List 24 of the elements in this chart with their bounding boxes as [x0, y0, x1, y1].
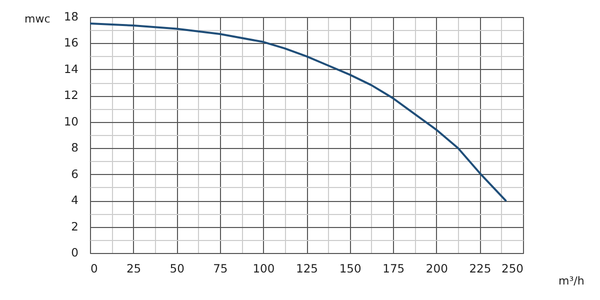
y-tick-label: 2 [71, 219, 78, 234]
y-tick-label: 4 [71, 193, 78, 208]
x-tick-label: 200 [426, 262, 448, 276]
x-tick-label: 225 [469, 262, 492, 276]
y-tick-label: 10 [64, 114, 78, 128]
x-tick-label: 175 [382, 262, 405, 276]
line-series [90, 22, 507, 202]
x-tick-label: 75 [213, 262, 228, 276]
y-tick-label: 12 [64, 88, 78, 102]
y-tick-label: 16 [64, 36, 78, 50]
y-tick-label: 8 [71, 140, 78, 155]
x-tick-label: 25 [126, 262, 142, 276]
x-axis-title: m³/h [558, 274, 584, 288]
x-tick-label: 150 [339, 262, 362, 276]
y-tick-label: 18 [64, 10, 78, 24]
y-tick-label: 14 [64, 62, 78, 76]
x-tick-label: 100 [252, 262, 275, 276]
y-axis-title: mwc [24, 12, 50, 26]
x-tick-label: 250 [502, 262, 524, 276]
x-tick-label: 125 [296, 262, 318, 276]
y-tick-label: 6 [71, 166, 78, 181]
x-tick-label: 0 [90, 262, 98, 276]
x-tick-label: 50 [170, 262, 184, 276]
y-tick-label: 0 [71, 246, 78, 260]
